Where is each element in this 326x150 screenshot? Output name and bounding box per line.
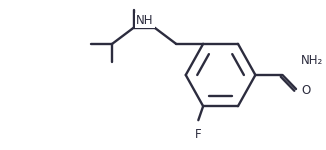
Text: NH₂: NH₂ (301, 54, 323, 68)
Text: O: O (302, 84, 311, 96)
Text: F: F (195, 128, 202, 141)
Text: NH: NH (136, 14, 154, 27)
